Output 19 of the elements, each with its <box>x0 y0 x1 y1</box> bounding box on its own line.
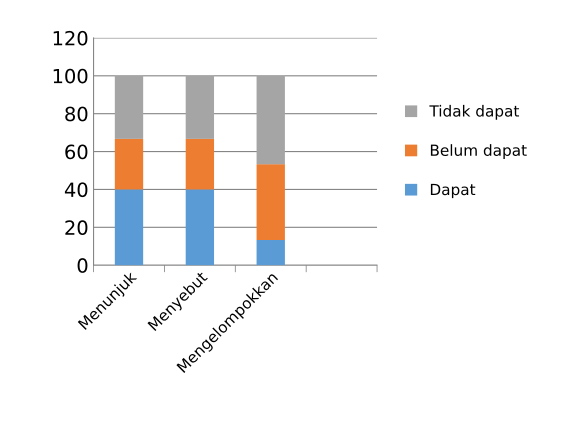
bar <box>186 76 214 139</box>
bar <box>256 76 285 164</box>
bar <box>114 138 144 190</box>
bar <box>114 76 144 139</box>
y-tick-label: 120 <box>54 30 88 46</box>
y-tick-label: 80 <box>65 106 88 122</box>
bar <box>256 164 285 240</box>
bar <box>256 240 285 266</box>
bar <box>114 189 144 266</box>
legend-label: Belum dapat <box>430 144 527 159</box>
y-tick-label: 100 <box>54 68 88 84</box>
legend-label: Dapat <box>430 184 476 198</box>
y-tick-label: 60 <box>65 144 88 160</box>
y-tick-label: 20 <box>65 220 88 236</box>
y-tick-label: 0 <box>78 258 88 273</box>
bar <box>186 138 214 190</box>
y-tick-label: 40 <box>64 182 88 198</box>
bar <box>186 189 214 266</box>
legend-label: Tidak dapat <box>429 104 520 120</box>
